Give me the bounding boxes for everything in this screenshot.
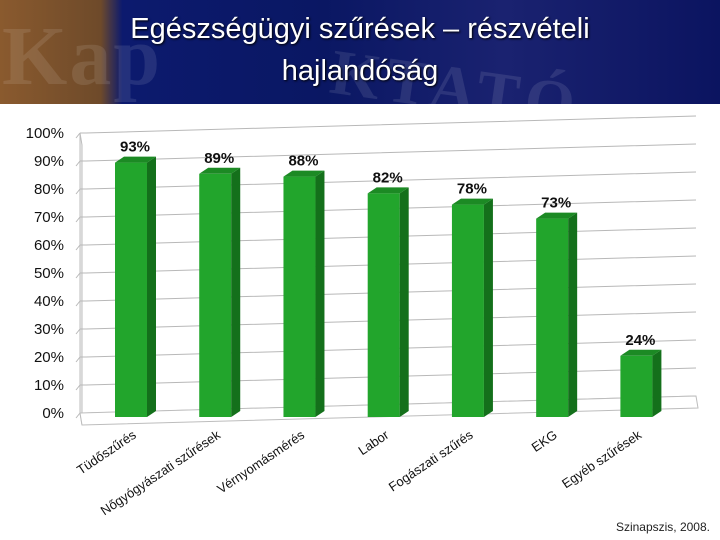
bar-value-label: 73%	[541, 195, 571, 212]
bar-value-label: 24%	[625, 332, 655, 349]
y-tick-label: 80%	[34, 181, 64, 198]
y-tick-label: 50%	[34, 265, 64, 282]
bar-top-face	[367, 187, 409, 194]
x-category-label: Fogászati szűrés	[386, 427, 476, 495]
gridline-tick	[75, 300, 81, 307]
gridline	[80, 115, 697, 134]
title-banner: Kap KTATÓ Egészségügyi szűrések – részvé…	[0, 0, 720, 104]
y-tick-label: 70%	[34, 209, 64, 226]
gridline	[80, 171, 697, 190]
bar-value-label: 78%	[457, 181, 487, 198]
gridline-tick	[75, 412, 81, 419]
watermark-decoration: Kap	[2, 10, 163, 103]
gridline-tick	[75, 356, 81, 363]
bar-value-label: 93%	[120, 139, 150, 156]
bar	[536, 218, 569, 417]
x-category-label: Egyéb szűrések	[559, 427, 644, 491]
bar-value-label: 88%	[288, 153, 318, 170]
gridline-tick	[75, 384, 81, 391]
bar-side-face	[483, 198, 493, 417]
bar	[451, 204, 484, 417]
gridline-tick	[75, 272, 81, 279]
bar	[620, 355, 653, 417]
bar-side-face	[315, 170, 325, 417]
gridline-tick	[75, 160, 81, 167]
gridline	[80, 143, 697, 162]
gridline-tick	[75, 132, 81, 139]
bar-side-face	[399, 187, 409, 417]
bar-top-face	[283, 170, 325, 177]
x-category-label: Vérnyomásmérés	[214, 427, 307, 497]
y-tick-label: 90%	[34, 153, 64, 170]
y-tick-label: 60%	[34, 237, 64, 254]
bar	[115, 162, 147, 417]
bar	[199, 173, 232, 417]
gridline-tick	[75, 188, 81, 195]
slide-title-line-1: Egészségügyi szűrések – részvételi	[130, 13, 590, 45]
bar-top-face	[620, 349, 662, 356]
source-note: Szinapszis, 2008.	[615, 520, 710, 534]
plot-side-wall	[79, 132, 83, 426]
bar-side-face	[568, 212, 578, 417]
x-category-label: EKG	[529, 427, 560, 455]
bar-top-face	[115, 156, 156, 163]
bar	[367, 193, 400, 417]
bar-side-face	[231, 167, 241, 417]
bar	[283, 176, 316, 417]
bar-chart: 0% 10% 20% 30% 40% 50% 60% 70% 80% 90% 100% 93% Tüdő…	[26, 115, 699, 518]
y-tick-label: 10%	[34, 377, 64, 394]
y-tick-label: 0%	[42, 405, 64, 422]
bar-side-face	[652, 349, 662, 417]
slide-title: Egészségügyi szűrések – részvételi hajla…	[0, 8, 720, 92]
gridline-tick	[75, 244, 81, 251]
x-category-label: Tüdőszűrés	[74, 427, 139, 478]
bar-side-face	[147, 156, 156, 417]
y-tick-label: 30%	[34, 321, 64, 338]
x-category-label: Labor	[355, 427, 392, 458]
gridline-tick	[75, 216, 81, 223]
slide-title-line-2: hajlandóság	[281, 55, 439, 87]
y-tick-label: 20%	[34, 349, 64, 366]
bar-value-label: 89%	[204, 150, 234, 167]
gridline-tick	[75, 328, 81, 335]
bar-top-face	[199, 167, 241, 174]
y-tick-label: 40%	[34, 293, 64, 310]
bar-top-face	[451, 198, 493, 205]
y-tick-label: 100%	[26, 125, 64, 142]
bar-top-face	[536, 212, 578, 219]
bar-value-label: 82%	[373, 169, 403, 186]
